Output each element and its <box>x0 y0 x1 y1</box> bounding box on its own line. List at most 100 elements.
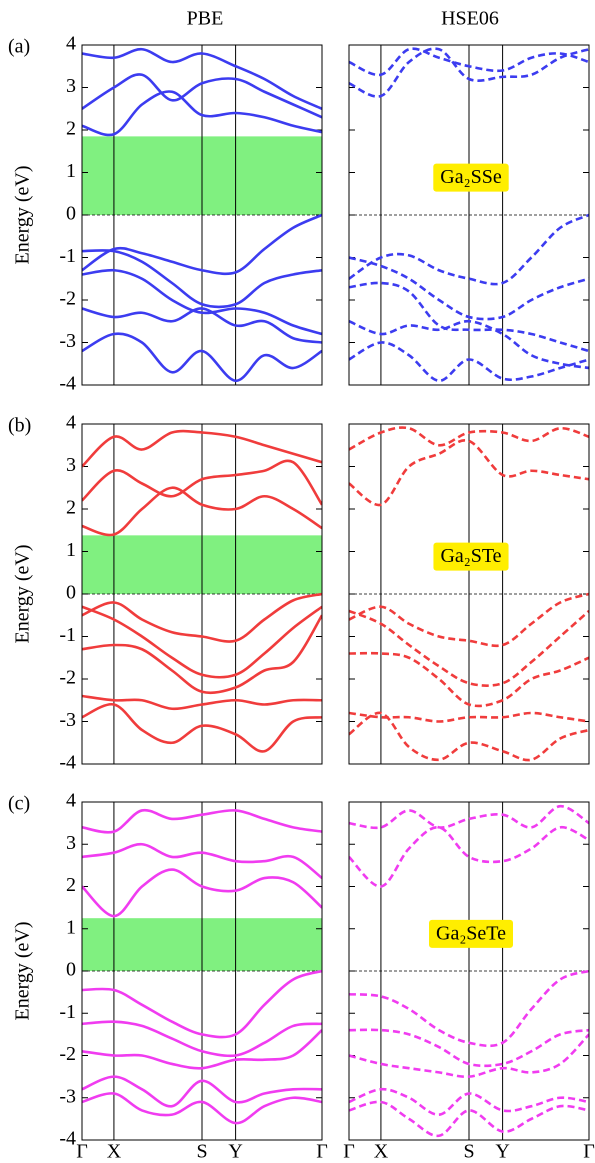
band-line <box>349 1028 589 1068</box>
y-tick-label: -2 <box>59 667 76 689</box>
band-line <box>349 826 589 888</box>
y-tick-label: 2 <box>66 118 76 140</box>
x-tick-label: X <box>107 1141 122 1163</box>
y-tick-label: -4 <box>59 752 76 774</box>
bands <box>82 429 322 753</box>
band-line <box>349 592 589 648</box>
band-line <box>349 1100 589 1138</box>
y-tick-label: 3 <box>66 832 76 854</box>
band-line <box>349 281 589 353</box>
y-tick-label: 0 <box>66 582 76 604</box>
bands <box>82 808 322 1125</box>
panel-label: (b) <box>8 415 31 437</box>
y-tick-label: 0 <box>66 959 76 981</box>
x-tick-label: Γ <box>583 1141 595 1163</box>
y-tick-label: -1 <box>59 624 76 646</box>
column-title: HSE06 <box>441 8 499 30</box>
y-tick-label: 4 <box>66 790 76 812</box>
y-tick-label: 4 <box>66 33 76 55</box>
band-line <box>82 459 322 506</box>
y-axis-label: Energy (eV) <box>12 921 34 1020</box>
band-line <box>82 90 322 137</box>
x-tick-label: Γ <box>76 1141 88 1163</box>
y-tick-label: -3 <box>59 1085 76 1107</box>
band-line <box>82 1075 322 1108</box>
band-line <box>82 47 322 110</box>
annotation-box <box>433 542 509 571</box>
y-tick-label: -3 <box>59 709 76 731</box>
y-tick-label: 0 <box>66 203 76 225</box>
plot-frame <box>348 44 590 386</box>
band-line <box>349 969 589 1048</box>
band-line <box>82 592 322 643</box>
plot-frame <box>81 44 323 386</box>
annotation: Ga₂SSe <box>440 166 502 188</box>
band-line <box>82 268 322 336</box>
bands <box>349 426 589 762</box>
x-tick-label: Y <box>495 1141 509 1163</box>
bands <box>82 47 322 383</box>
band-line <box>349 1033 589 1079</box>
bands <box>349 47 589 383</box>
x-tick-label: S <box>196 1141 207 1163</box>
y-tick-label: 3 <box>66 75 76 97</box>
band-line <box>349 341 589 383</box>
y-tick-label: -2 <box>59 288 76 310</box>
band-line <box>349 711 589 762</box>
bands <box>349 804 589 1138</box>
column-title: PBE <box>187 8 224 30</box>
y-axis-label: Energy (eV) <box>12 165 34 264</box>
band-line <box>82 703 322 753</box>
y-tick-label: 4 <box>66 412 76 434</box>
band-line <box>349 711 589 723</box>
panel-label: (a) <box>8 36 30 58</box>
y-tick-label: 1 <box>66 916 76 938</box>
y-axis-label: Energy (eV) <box>12 544 34 643</box>
y-tick-label: -4 <box>59 1128 76 1150</box>
x-tick-label: S <box>463 1141 474 1163</box>
band-line <box>82 1092 322 1125</box>
plot-frame <box>348 423 590 765</box>
plot-frame <box>81 423 323 765</box>
y-tick-label: -2 <box>59 1043 76 1065</box>
y-tick-label: 3 <box>66 454 76 476</box>
band-line <box>82 1029 322 1070</box>
y-tick-label: -3 <box>59 330 76 352</box>
band-line <box>82 307 322 344</box>
band-line <box>82 249 322 309</box>
panel-label: (c) <box>8 793 30 815</box>
band-line <box>349 47 589 98</box>
band-line <box>82 614 322 695</box>
plot-frame <box>348 801 590 1141</box>
band-line <box>82 73 322 119</box>
band-line <box>82 1020 322 1058</box>
y-tick-label: -1 <box>59 245 76 267</box>
band-line <box>82 694 322 711</box>
y-tick-label: -1 <box>59 1001 76 1023</box>
band-line <box>349 804 589 830</box>
band-line <box>82 808 322 834</box>
band-line <box>82 605 322 679</box>
x-tick-label: Γ <box>343 1141 355 1163</box>
band-line <box>82 429 322 468</box>
band-line <box>349 47 589 77</box>
annotation-box <box>433 163 509 192</box>
band-line <box>349 426 589 451</box>
annotation: Ga₂STe <box>440 545 501 567</box>
y-tick-label: 1 <box>66 160 76 182</box>
band-line <box>349 256 589 321</box>
x-tick-label: X <box>374 1141 389 1163</box>
band-line <box>82 842 322 880</box>
band-line <box>349 1087 589 1116</box>
band-line <box>349 609 589 687</box>
plot-frame <box>81 801 323 1141</box>
y-tick-label: 2 <box>66 874 76 896</box>
band-line <box>349 651 589 708</box>
y-tick-label: 1 <box>66 539 76 561</box>
band-line <box>82 868 322 918</box>
band-line <box>349 213 589 286</box>
band-line <box>349 319 589 370</box>
band-line <box>82 332 322 383</box>
band-line <box>82 213 322 276</box>
